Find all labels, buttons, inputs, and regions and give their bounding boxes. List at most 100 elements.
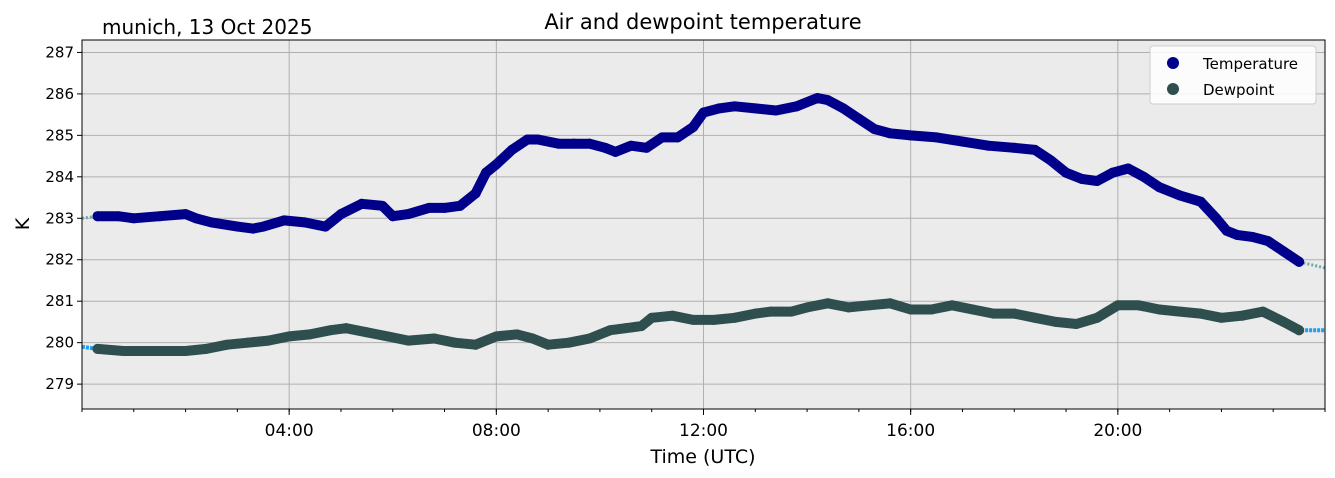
temperature-point xyxy=(1076,173,1087,184)
legend-marker-temperature xyxy=(1167,57,1179,69)
dewpoint-point xyxy=(263,335,274,346)
dewpoint-point xyxy=(1294,325,1305,336)
dewpoint-point xyxy=(584,333,595,344)
temperature-point xyxy=(470,188,481,199)
temperature-point xyxy=(869,124,880,135)
dewpoint-point xyxy=(201,343,212,354)
temperature-point xyxy=(771,105,782,116)
dewpoint-point xyxy=(118,345,129,356)
temperature-point xyxy=(1029,144,1040,155)
dewpoint-point xyxy=(304,329,315,340)
dewpoint-point xyxy=(1133,300,1144,311)
y-tick-label: 286 xyxy=(45,85,74,103)
legend: Temperature Dewpoint xyxy=(1149,45,1317,105)
temperature-point xyxy=(1154,182,1165,193)
temperature-point xyxy=(1221,225,1232,236)
dewpoint-point xyxy=(1050,316,1061,327)
x-tick-label: 12:00 xyxy=(679,421,728,441)
dewpoint-point xyxy=(341,323,352,334)
temperature-point xyxy=(506,144,517,155)
temperature-point xyxy=(1061,167,1072,178)
y-tick-label: 287 xyxy=(45,43,74,61)
temperature-point xyxy=(113,211,124,222)
temperature-point xyxy=(320,221,331,232)
dewpoint-point xyxy=(180,345,191,356)
temperature-point xyxy=(1294,256,1305,267)
y-axis-label: K xyxy=(12,217,34,230)
temperature-point xyxy=(278,215,289,226)
dewpoint-point xyxy=(527,333,538,344)
dewpoint-point xyxy=(1112,300,1123,311)
temperature-point xyxy=(455,200,466,211)
dewpoint-point xyxy=(222,339,233,350)
temperature-point xyxy=(838,103,849,114)
dewpoint-point xyxy=(1237,310,1248,321)
dewpoint-point xyxy=(822,298,833,309)
temperature-point xyxy=(247,223,258,234)
temperature-point xyxy=(657,132,668,143)
dewpoint-point xyxy=(284,331,295,342)
temperature-point xyxy=(1123,163,1134,174)
dewpoint-point xyxy=(382,331,393,342)
x-tick-label: 20:00 xyxy=(1093,421,1142,441)
temperature-point xyxy=(812,93,823,104)
dewpoint-point xyxy=(1257,306,1268,317)
temperature-point xyxy=(299,217,310,228)
temperature-point xyxy=(92,211,103,222)
temperature-point xyxy=(822,95,833,106)
temperature-point xyxy=(154,211,165,222)
dewpoint-point xyxy=(429,333,440,344)
dewpoint-point xyxy=(750,308,761,319)
legend-label-dewpoint: Dewpoint xyxy=(1203,81,1274,99)
temperature-point xyxy=(698,107,709,118)
temperature-point xyxy=(905,130,916,141)
temperature-point xyxy=(522,134,533,145)
temperature-point xyxy=(190,213,201,224)
temperature-point xyxy=(714,103,725,114)
dewpoint-point xyxy=(139,345,150,356)
temperature-point xyxy=(180,209,191,220)
temperature-point xyxy=(1263,236,1274,247)
dewpoint-point xyxy=(242,337,253,348)
x-axis: 04:00 08:00 12:00 16:00 20:00 xyxy=(81,409,1326,441)
temperature-point xyxy=(1009,142,1020,153)
dewpoint-point xyxy=(864,300,875,311)
temperature-point xyxy=(206,217,217,228)
dewpoint-point xyxy=(1071,319,1082,330)
temperature-point xyxy=(931,132,942,143)
smoothed-series xyxy=(92,93,1305,356)
temperature-point xyxy=(1278,246,1289,257)
temperature-point xyxy=(1045,155,1056,166)
temperature-point xyxy=(480,167,491,178)
dewpoint-point xyxy=(1195,308,1206,319)
dewpoint-point xyxy=(926,304,937,315)
dewpoint-point xyxy=(905,304,916,315)
dewpoint-point xyxy=(786,306,797,317)
temperature-point xyxy=(750,103,761,114)
y-tick-label: 284 xyxy=(45,168,74,186)
dewpoint-point xyxy=(708,314,719,325)
y-tick-label: 279 xyxy=(45,375,74,393)
temperature-point xyxy=(1107,167,1118,178)
dewpoint-point xyxy=(967,304,978,315)
temperature-point xyxy=(532,134,543,145)
dewpoint-point xyxy=(667,310,678,321)
temperature-point xyxy=(672,132,683,143)
x-tick-label: 16:00 xyxy=(886,421,935,441)
dewpoint-point xyxy=(1009,308,1020,319)
dewpoint-point xyxy=(403,335,414,346)
temperature-point xyxy=(232,221,243,232)
temperature-point xyxy=(335,209,346,220)
temperature-point xyxy=(356,198,367,209)
y-axis: 279 280 281 282 283 284 285 286 287 xyxy=(45,43,82,393)
dewpoint-point xyxy=(491,331,502,342)
dewpoint-point xyxy=(159,345,170,356)
temperature-point xyxy=(1195,196,1206,207)
temperature-point xyxy=(1092,175,1103,186)
temperature-point xyxy=(584,138,595,149)
y-tick-label: 282 xyxy=(45,251,74,269)
temperature-point xyxy=(491,159,502,170)
chart-subtitle: munich, 13 Oct 2025 xyxy=(102,15,312,39)
legend-marker-dewpoint xyxy=(1167,83,1179,95)
dewpoint-point xyxy=(988,308,999,319)
